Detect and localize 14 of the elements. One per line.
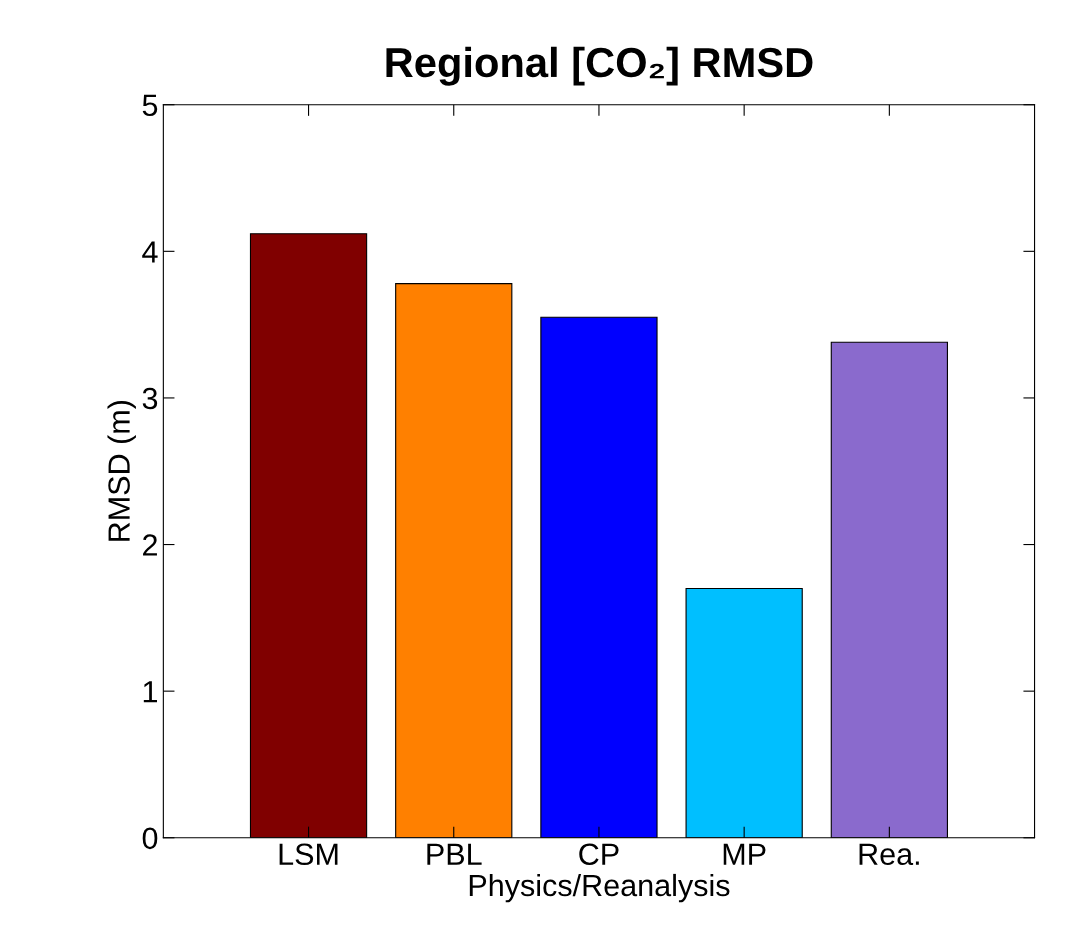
y-tick-label: 3: [142, 387, 158, 410]
x-axis-title: Physics/Reanalysis: [469, 873, 730, 903]
y-tick-label: 0: [142, 827, 158, 850]
y-axis-title: RMSD (m): [107, 401, 136, 541]
y-tick-label: 1: [143, 681, 157, 703]
y-tick-label: 4: [142, 241, 158, 263]
chart-title: Regional [CO₂] RMSD: [386, 46, 813, 86]
x-tick-label: LSM: [279, 843, 338, 866]
x-tick-label: PBL: [427, 843, 482, 865]
x-tick-label: CP: [579, 843, 619, 866]
x-tick-label: MP: [723, 843, 766, 865]
y-tick-label: 2: [143, 534, 157, 556]
x-tick-label: Rea.: [859, 843, 919, 866]
y-tick-label: 5: [142, 94, 158, 117]
